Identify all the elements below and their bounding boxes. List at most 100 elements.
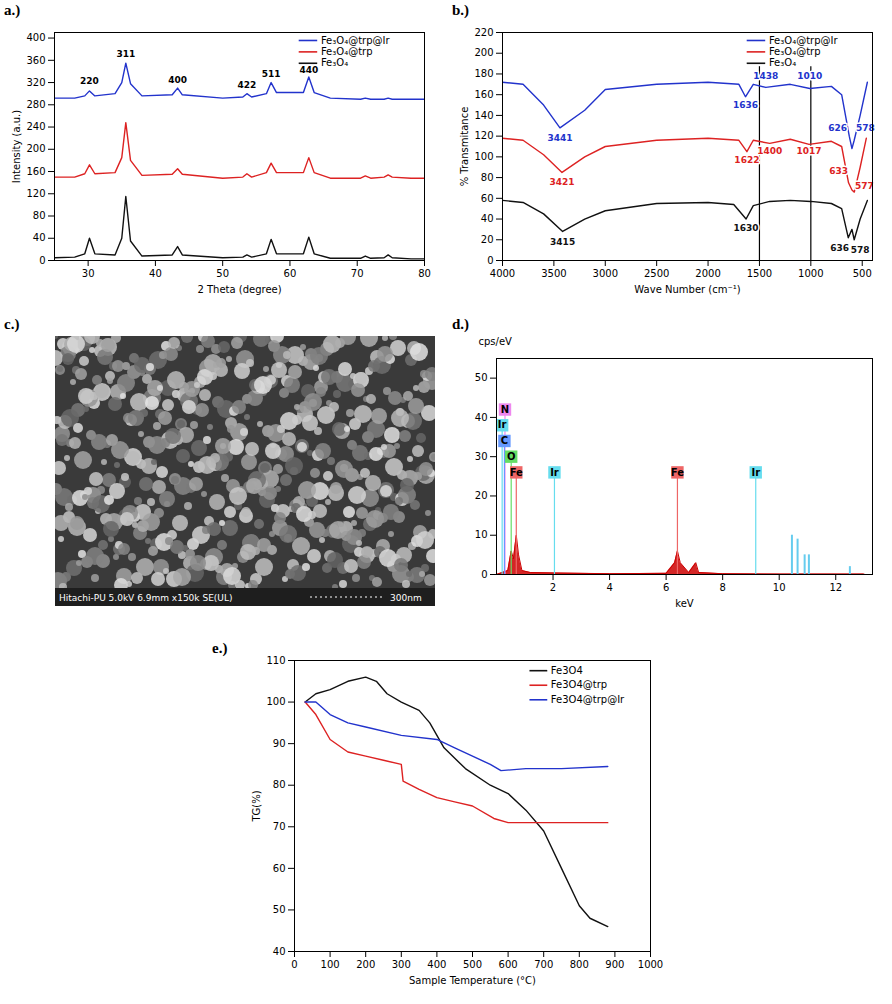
svg-text:80: 80 <box>481 172 494 183</box>
svg-text:Fe: Fe <box>671 467 684 478</box>
svg-text:1400: 1400 <box>757 146 782 156</box>
svg-text:100: 100 <box>266 696 285 707</box>
svg-text:220: 220 <box>80 76 99 86</box>
svg-text:440: 440 <box>299 65 318 75</box>
svg-text:0: 0 <box>39 255 45 266</box>
svg-text:311: 311 <box>116 49 135 59</box>
svg-text:cps/eV: cps/eV <box>479 336 513 347</box>
svg-text:O: O <box>507 451 516 462</box>
svg-text:1636: 1636 <box>733 100 758 110</box>
svg-text:80: 80 <box>273 779 286 790</box>
svg-text:200: 200 <box>26 143 45 154</box>
svg-text:Fe₃O₄@trp: Fe₃O₄@trp <box>321 46 373 57</box>
svg-text:3421: 3421 <box>549 177 574 187</box>
svg-text:0: 0 <box>487 255 493 266</box>
svg-text:633: 633 <box>829 166 848 176</box>
svg-text:220: 220 <box>474 27 493 38</box>
svg-text:140: 140 <box>474 110 493 121</box>
svg-text:180: 180 <box>474 68 493 79</box>
svg-text:50: 50 <box>273 904 286 915</box>
svg-text:TG(%): TG(%) <box>251 790 262 822</box>
svg-text:360: 360 <box>26 55 45 66</box>
svg-text:80: 80 <box>418 268 431 279</box>
svg-text:3000: 3000 <box>593 268 618 279</box>
svg-text:40: 40 <box>475 412 488 423</box>
svg-text:511: 511 <box>262 69 281 79</box>
svg-text:110: 110 <box>266 655 285 666</box>
svg-text:320: 320 <box>26 77 45 88</box>
svg-text:1000: 1000 <box>638 959 663 970</box>
svg-text:90: 90 <box>273 738 286 749</box>
svg-text:2000: 2000 <box>695 268 720 279</box>
svg-text:10: 10 <box>475 529 488 540</box>
svg-text:40: 40 <box>273 946 286 957</box>
svg-text:400: 400 <box>26 32 45 43</box>
svg-text:636: 636 <box>830 243 849 253</box>
svg-text:3441: 3441 <box>547 133 572 143</box>
svg-text:80: 80 <box>33 210 46 221</box>
svg-text:3500: 3500 <box>541 268 566 279</box>
svg-text:Fe3O4@trp@Ir: Fe3O4@trp@Ir <box>551 694 625 705</box>
svg-text:120: 120 <box>474 130 493 141</box>
svg-text:700: 700 <box>534 959 553 970</box>
svg-text:400: 400 <box>427 959 446 970</box>
svg-text:50: 50 <box>216 268 229 279</box>
svg-text:1000: 1000 <box>798 268 823 279</box>
svg-text:1500: 1500 <box>747 268 772 279</box>
svg-text:4000: 4000 <box>490 268 515 279</box>
svg-text:30: 30 <box>475 451 488 462</box>
svg-text:1438: 1438 <box>753 71 778 81</box>
svg-text:500: 500 <box>853 268 872 279</box>
svg-text:600: 600 <box>499 959 518 970</box>
svg-text:6: 6 <box>663 582 669 593</box>
svg-text:577: 577 <box>855 181 874 191</box>
svg-text:160: 160 <box>474 89 493 100</box>
svg-text:60: 60 <box>273 863 286 874</box>
svg-text:1010: 1010 <box>797 71 822 81</box>
svg-text:2500: 2500 <box>644 268 669 279</box>
svg-text:160: 160 <box>26 166 45 177</box>
svg-text:120: 120 <box>26 188 45 199</box>
svg-text:Sample Temperature (°C): Sample Temperature (°C) <box>409 975 536 986</box>
svg-text:60: 60 <box>481 193 494 204</box>
svg-text:240: 240 <box>26 121 45 132</box>
svg-text:Fe₃O₄: Fe₃O₄ <box>321 57 348 68</box>
svg-text:200: 200 <box>474 47 493 58</box>
svg-text:Ir: Ir <box>498 419 507 430</box>
svg-text:Fe₃O₄: Fe₃O₄ <box>769 57 796 68</box>
svg-text:0: 0 <box>291 959 297 970</box>
svg-text:2 Theta (degree): 2 Theta (degree) <box>197 284 281 295</box>
svg-text:20: 20 <box>475 490 488 501</box>
svg-text:Ir: Ir <box>751 467 760 478</box>
svg-text:% Transmitance: % Transmitance <box>459 107 470 187</box>
svg-text:0: 0 <box>481 569 487 580</box>
svg-text:2: 2 <box>550 582 556 593</box>
svg-text:Intensity (a.u.): Intensity (a.u.) <box>11 110 22 183</box>
svg-text:Fe3O4: Fe3O4 <box>551 665 583 676</box>
svg-text:300nm: 300nm <box>390 593 422 603</box>
svg-text:Fe₃O₄@trp: Fe₃O₄@trp <box>769 46 821 57</box>
svg-text:Ir: Ir <box>550 467 559 478</box>
svg-text:4: 4 <box>606 582 612 593</box>
svg-text:900: 900 <box>605 959 624 970</box>
svg-text:60: 60 <box>284 268 297 279</box>
svg-text:12: 12 <box>829 582 842 593</box>
svg-text:422: 422 <box>238 80 257 90</box>
svg-text:30: 30 <box>82 268 95 279</box>
svg-text:Wave Number (cm⁻¹): Wave Number (cm⁻¹) <box>634 284 740 295</box>
svg-text:Fe₃O₄@trp@Ir: Fe₃O₄@trp@Ir <box>769 35 839 46</box>
svg-text:1622: 1622 <box>734 155 759 165</box>
svg-text:50: 50 <box>475 372 488 383</box>
svg-text:500: 500 <box>463 959 482 970</box>
svg-text:300: 300 <box>392 959 411 970</box>
svg-text:40: 40 <box>481 213 494 224</box>
svg-text:578: 578 <box>856 123 875 133</box>
svg-text:Fe3O4@trp: Fe3O4@trp <box>551 679 607 690</box>
svg-text:3415: 3415 <box>550 237 575 247</box>
svg-text:100: 100 <box>474 151 493 162</box>
svg-text:100: 100 <box>321 959 340 970</box>
svg-text:800: 800 <box>570 959 589 970</box>
svg-text:Fe: Fe <box>510 467 523 478</box>
svg-text:keV: keV <box>675 598 694 609</box>
svg-text:10: 10 <box>773 582 786 593</box>
